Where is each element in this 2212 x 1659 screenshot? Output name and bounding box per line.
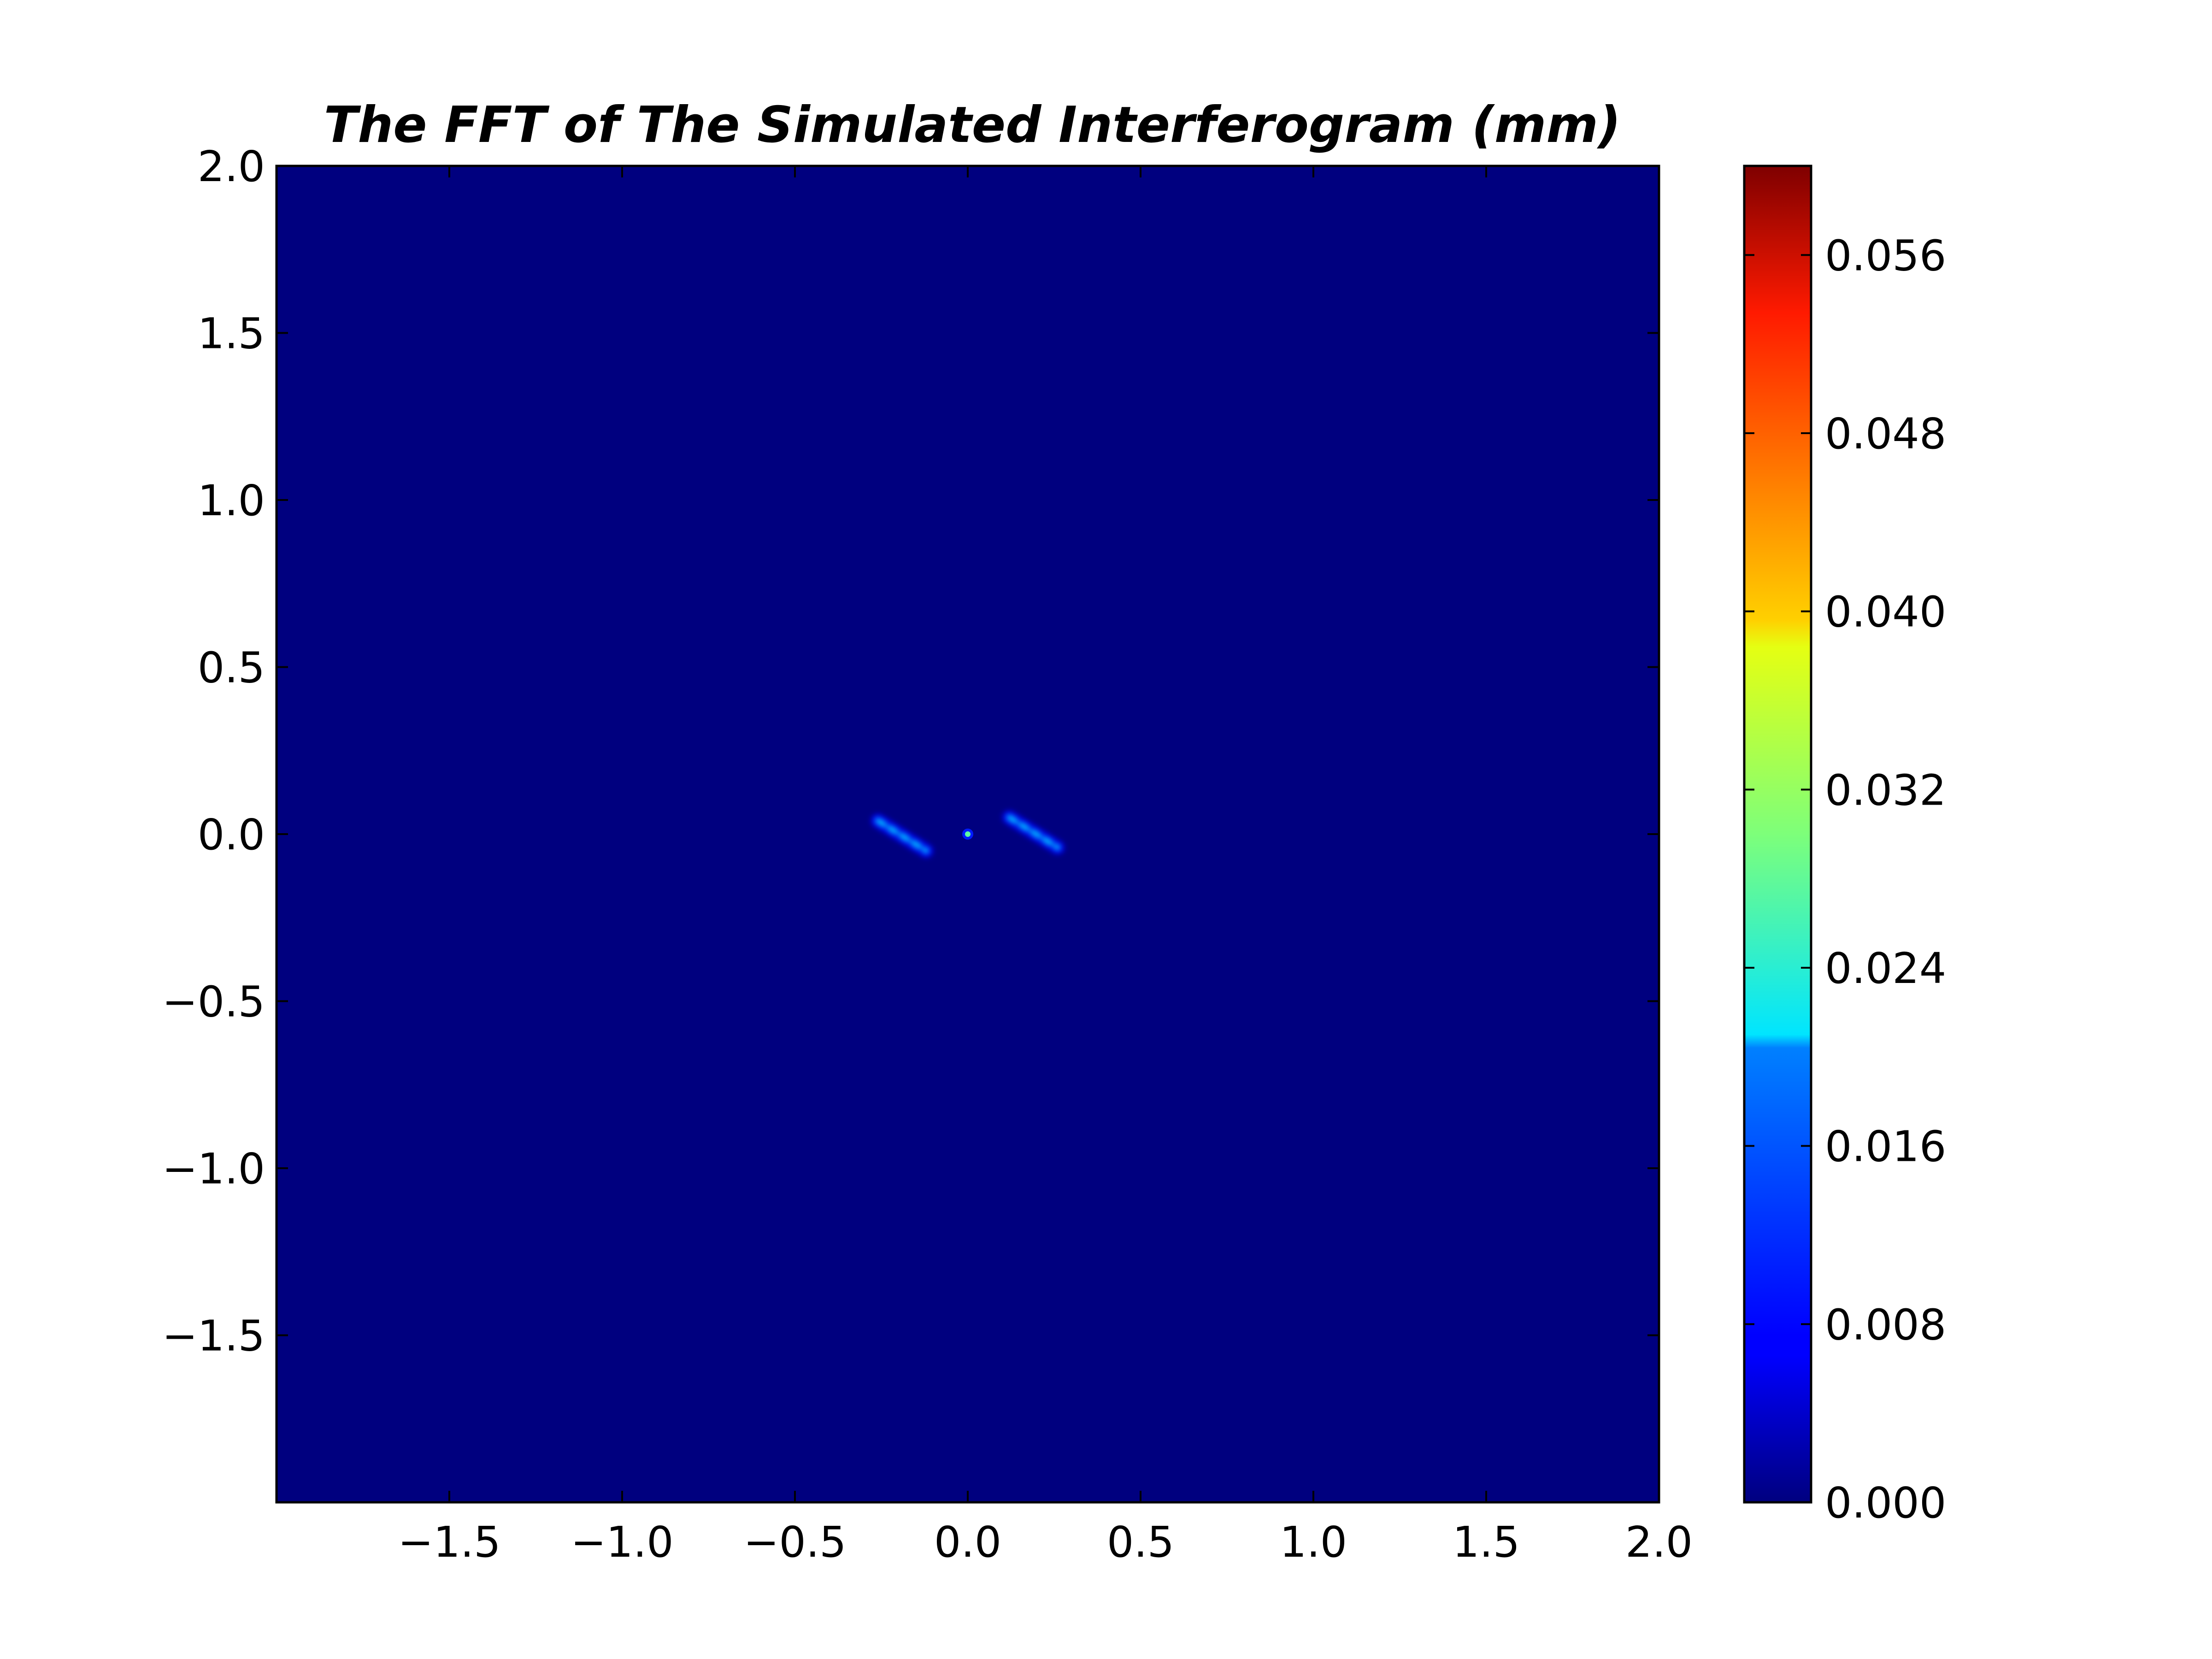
y-tick-label: 0.5 <box>198 643 265 693</box>
x-tick-label: 0.0 <box>934 1518 1001 1567</box>
colorbar-tick-label: 0.048 <box>1825 409 1946 459</box>
plot-frame <box>275 165 1660 1504</box>
y-tick-label: −1.5 <box>162 1312 265 1361</box>
colorbar-tick-label: 0.024 <box>1825 944 1946 993</box>
y-tick-label: −0.5 <box>162 977 265 1027</box>
x-tick-label: −1.0 <box>571 1518 673 1567</box>
streak-core <box>1006 814 1060 850</box>
x-tick-label: 0.5 <box>1107 1518 1174 1567</box>
x-tick-label: 1.0 <box>1280 1518 1347 1567</box>
chart-title: The FFT of The Simulated Interferogram (… <box>324 96 1621 154</box>
colorbar: 0.000 0.008 0.016 0.024 0.032 0.040 0.048 0.056 <box>1743 165 1946 1528</box>
plot-area <box>275 165 1660 1504</box>
y-axis: 2.0 1.5 1.0 0.5 0.0 −0.5 −1.0 −1.5 <box>162 142 265 1361</box>
y-tick-label: 0.0 <box>198 810 265 859</box>
heatmap-features <box>871 810 1065 858</box>
colorbar-tick-label: 0.032 <box>1825 765 1946 815</box>
x-tick-label: −1.5 <box>398 1518 500 1567</box>
colorbar-tick-label: 0.040 <box>1825 588 1946 637</box>
colorbar-gradient <box>1743 165 1812 1504</box>
streak-core <box>875 818 929 854</box>
colorbar-tick-label: 0.016 <box>1825 1122 1946 1171</box>
colorbar-tick-label: 0.000 <box>1825 1478 1946 1528</box>
x-axis: −1.5 −1.0 −0.5 0.0 0.5 1.0 1.5 2.0 <box>398 1518 1693 1567</box>
y-tick-label: 2.0 <box>198 142 265 191</box>
x-tick-label: 1.5 <box>1453 1518 1520 1567</box>
y-tick-label: 1.0 <box>198 476 265 525</box>
colorbar-tick-label: 0.056 <box>1825 231 1946 280</box>
x-tick-label: 2.0 <box>1625 1518 1693 1567</box>
colorbar-tick-label: 0.008 <box>1825 1300 1946 1349</box>
center-spot <box>965 831 971 837</box>
x-tick-label: −0.5 <box>743 1518 846 1567</box>
y-tick-label: 1.5 <box>198 309 265 359</box>
colorbar-ticks: 0.000 0.008 0.016 0.024 0.032 0.040 0.048 0.056 <box>1744 231 1946 1528</box>
y-tick-label: −1.0 <box>162 1144 265 1194</box>
